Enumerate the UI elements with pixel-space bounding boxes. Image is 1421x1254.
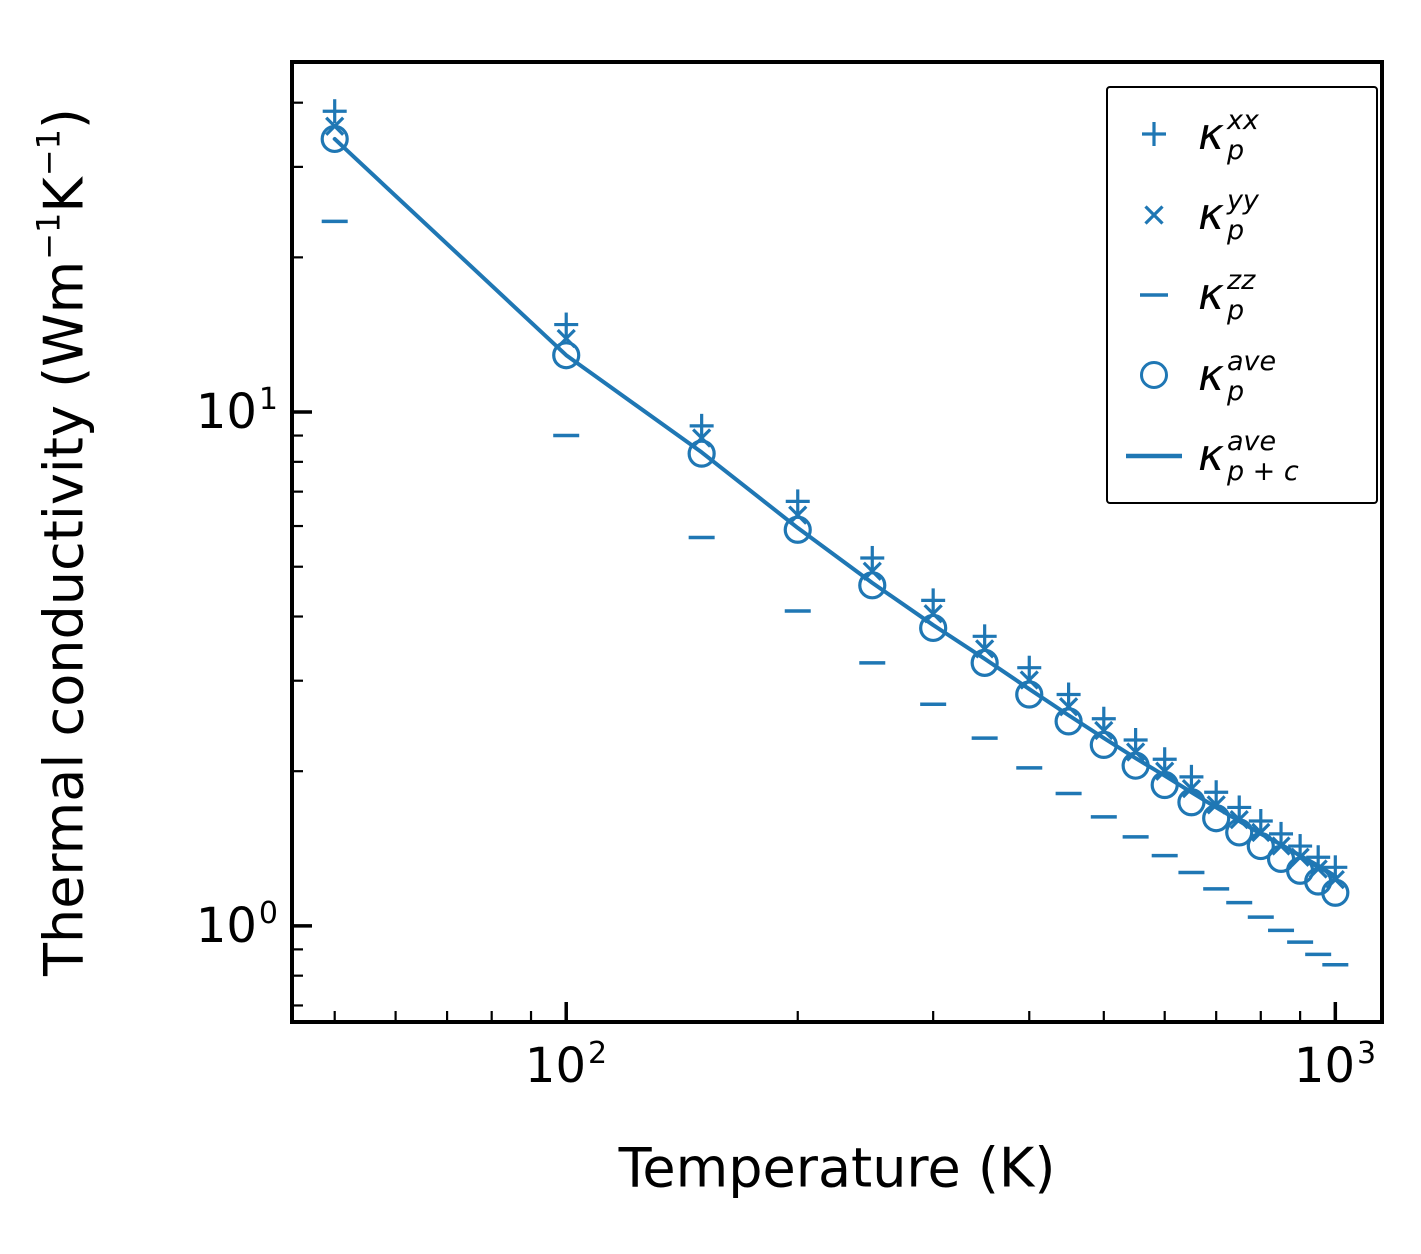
legend-label: κ ave p	[1198, 345, 1277, 407]
line-marker-icon	[1122, 434, 1186, 478]
legend-entry-kappa-zz: κ zz p	[1108, 265, 1376, 327]
plot-spines	[290, 60, 1384, 1024]
y-axis-label: Thermal conductivity (Wm−1K−1)	[29, 107, 96, 977]
series-kappa_p_zz	[321, 219, 1349, 967]
y-axis-label-superscript: −1	[29, 129, 68, 177]
y-axis-label-superscript: −1	[29, 212, 68, 260]
x-tick-label-1000: 103	[1293, 1036, 1377, 1094]
circle-marker-icon	[1122, 353, 1186, 397]
y-axis-label-text: Thermal conductivity (Wm	[32, 260, 96, 977]
y-tick-label-1: 100	[195, 896, 278, 954]
y-axis-label-text: )	[32, 107, 96, 130]
legend-label: κ yy p	[1198, 185, 1259, 247]
series-kappa_p_ave	[320, 124, 1350, 907]
legend-entry-kappa-yy: κ yy p	[1108, 185, 1376, 247]
legend-entry-kappa-p-plus-c-ave: κ ave p + c	[1108, 426, 1376, 488]
x-marker-icon	[1122, 193, 1186, 237]
plus-marker-icon	[1122, 112, 1186, 156]
y-tick-label-10: 101	[195, 382, 278, 440]
y-axis-label-text: K	[32, 177, 96, 213]
legend: κ xx p κ yy p κ zz p κ ave p	[1106, 86, 1378, 504]
legend-entry-kappa-ave: κ ave p	[1108, 345, 1376, 407]
series-kappa_p_xx	[322, 99, 1348, 880]
x-tick-label-100: 102	[524, 1036, 608, 1094]
legend-entry-kappa-xx: κ xx p	[1108, 104, 1376, 166]
x-axis-label: Temperature (K)	[618, 1136, 1056, 1200]
legend-label: κ ave p + c	[1198, 426, 1299, 488]
legend-label: κ zz p	[1198, 265, 1256, 327]
legend-label: κ xx p	[1198, 104, 1259, 166]
dash-marker-icon	[1122, 273, 1186, 317]
